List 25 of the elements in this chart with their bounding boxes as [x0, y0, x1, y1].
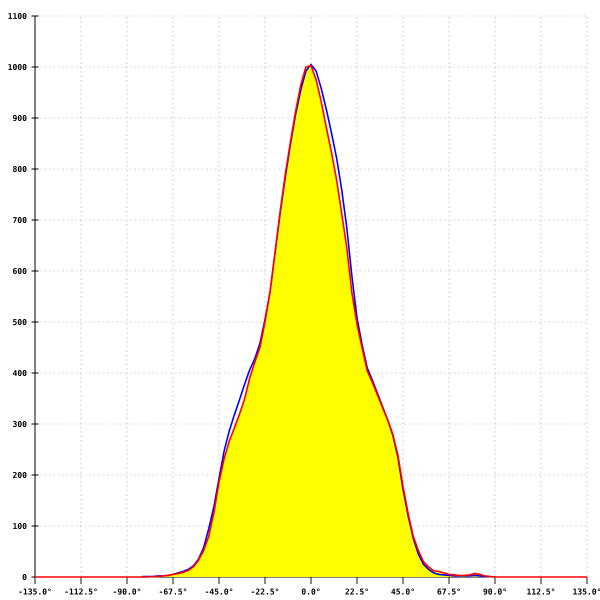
x-tick-label: -67.5° — [160, 588, 186, 595]
x-tick-label: 45.0° — [391, 588, 414, 595]
x-tick-label: 135.0° — [573, 588, 600, 595]
y-tick-label: 200 — [12, 472, 26, 478]
x-tick-label: -90.0° — [114, 588, 140, 595]
y-tick-label: 900 — [12, 114, 26, 122]
x-tick-label: -135.0° — [19, 588, 51, 595]
y-tick-label: 800 — [13, 166, 26, 172]
y-tick-label: 500 — [13, 318, 26, 326]
x-tick-label: 0.0° — [302, 588, 320, 595]
x-tick-label: -112.5° — [65, 588, 97, 595]
x-tick-label: 22.5° — [345, 588, 368, 595]
y-tick-label: 1100 — [8, 12, 26, 20]
x-tick-label: 90.0° — [483, 588, 506, 595]
y-tick-label: 300 — [13, 420, 26, 428]
y-tick-label: 100 — [13, 522, 26, 530]
y-tick-label: 600 — [13, 268, 26, 274]
y-tick-label: 1000 — [8, 64, 26, 70]
x-tick-label: -45.0° — [206, 588, 232, 595]
x-tick-label: -22.5° — [252, 588, 278, 595]
x-tick-label: 112.5° — [527, 588, 554, 595]
y-tick-label: 0 — [22, 574, 26, 580]
y-tick-label: 400 — [12, 370, 26, 376]
y-tick-label: 700 — [13, 216, 26, 224]
x-tick-label: 67.5° — [437, 588, 460, 595]
